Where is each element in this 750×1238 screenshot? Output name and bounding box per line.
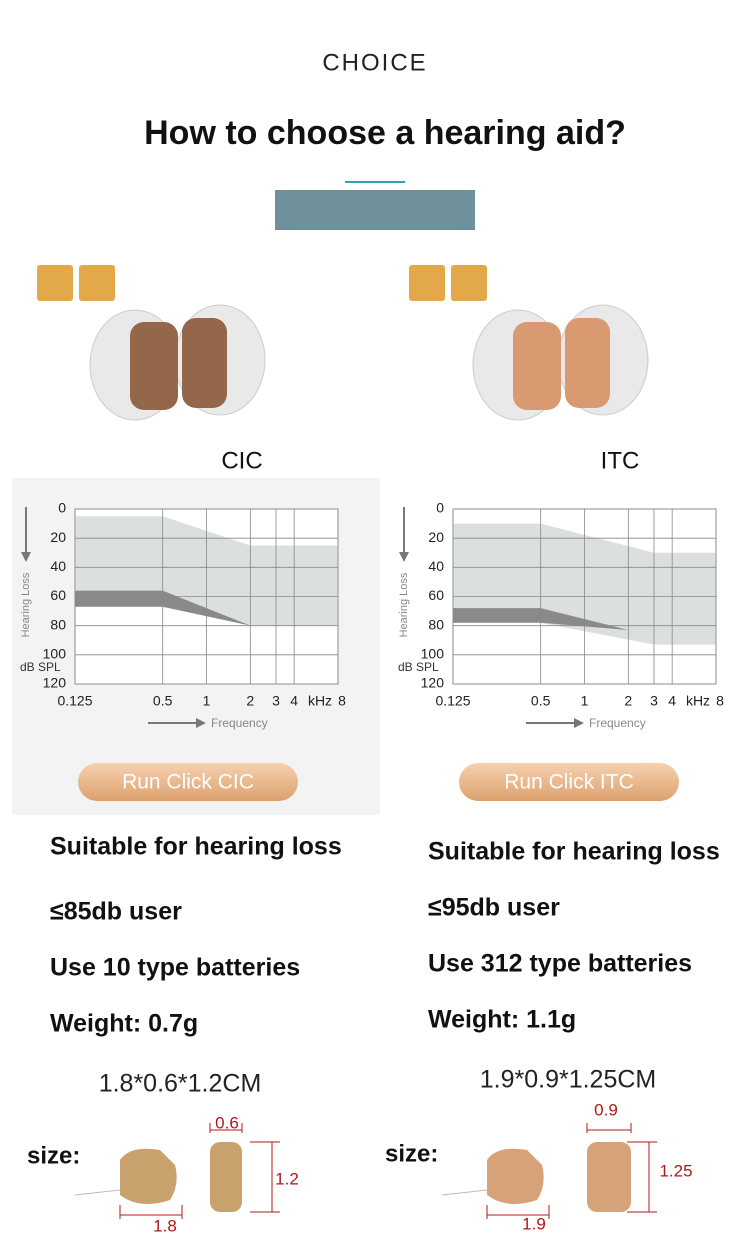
y-tick-label: 80 xyxy=(428,616,444,632)
dim-line xyxy=(250,1141,280,1213)
y-tick-label: 40 xyxy=(50,558,66,574)
spec-line: Weight: 0.7g xyxy=(50,1010,198,1038)
spec-line: Suitable for hearing loss xyxy=(428,838,720,866)
x-unit: kHz xyxy=(308,693,332,709)
page-title: How to choose a hearing aid? xyxy=(144,114,626,152)
x-tick-label: 8 xyxy=(338,693,346,709)
size-label: size: xyxy=(27,1142,80,1169)
y-axis-label: Hearing Loss xyxy=(398,572,410,637)
dimensions: 1.8*0.6*1.2CM xyxy=(99,1070,262,1098)
y-tick-label: 80 xyxy=(50,616,66,632)
size-label: size: xyxy=(385,1140,438,1167)
x-tick-label: 4 xyxy=(668,693,676,709)
dim-line xyxy=(486,1205,550,1219)
x-tick-label: 1 xyxy=(203,693,211,709)
x-tick-label: 0.125 xyxy=(57,693,92,709)
core-range xyxy=(75,590,251,626)
y-tick-label: 100 xyxy=(43,646,67,662)
x-axis-label: Frequency xyxy=(589,716,646,730)
x-tick-label: 2 xyxy=(624,693,632,709)
device-body xyxy=(130,322,178,410)
x-unit: kHz xyxy=(686,693,710,709)
y-tick-label: 20 xyxy=(50,529,66,545)
feature-icon xyxy=(409,265,445,301)
device-side xyxy=(120,1148,177,1204)
dim-line xyxy=(586,1123,632,1133)
arrow-head xyxy=(574,718,584,728)
dim-line xyxy=(119,1205,183,1219)
x-tick-label: 2 xyxy=(246,693,254,709)
product-name: CIC xyxy=(221,447,262,474)
feature-icon xyxy=(37,265,73,301)
x-tick-label: 0.125 xyxy=(435,693,470,709)
x-tick-label: 3 xyxy=(272,693,280,709)
feature-icon xyxy=(451,265,487,301)
arrow-head xyxy=(399,552,409,562)
y-tick-label: 40 xyxy=(428,558,444,574)
y-unit: dB SPL xyxy=(20,660,61,674)
y-tick-label: 20 xyxy=(428,529,444,545)
device-body xyxy=(182,318,227,408)
spec-line: Weight: 1.1g xyxy=(428,1006,576,1034)
measure-height: 1.25 xyxy=(659,1161,692,1180)
device-wire xyxy=(74,1189,121,1196)
banner-block xyxy=(275,190,475,230)
dim-line xyxy=(209,1123,243,1133)
x-axis-label: Frequency xyxy=(211,716,268,730)
spec-line: Suitable for hearing loss xyxy=(50,833,342,861)
y-tick-label: 0 xyxy=(58,500,66,516)
kicker: CHOICE xyxy=(322,49,427,76)
device-front xyxy=(587,1142,631,1212)
y-tick-label: 60 xyxy=(428,587,444,603)
y-tick-label: 100 xyxy=(421,646,445,662)
spec-line: ≤85db user xyxy=(50,898,182,926)
arrow-head xyxy=(196,718,206,728)
run-button[interactable] xyxy=(459,763,679,801)
dimensions: 1.9*0.9*1.25CM xyxy=(480,1066,657,1094)
feature-icon xyxy=(79,265,115,301)
product-name: ITC xyxy=(601,447,640,474)
run-button-label: Run Click CIC xyxy=(122,771,254,794)
measure-depth: 0.9 xyxy=(594,1100,618,1119)
measure-height: 1.2 xyxy=(275,1169,299,1188)
device-wire xyxy=(441,1189,488,1196)
y-axis-label: Hearing Loss xyxy=(20,572,32,637)
x-tick-label: 4 xyxy=(290,693,298,709)
y-tick-label: 120 xyxy=(43,675,67,691)
x-tick-label: 3 xyxy=(650,693,658,709)
device-body xyxy=(565,318,610,408)
arrow-head xyxy=(21,552,31,562)
spec-line: Use 10 type batteries xyxy=(50,954,300,982)
device-front xyxy=(210,1142,242,1212)
measure-length: 1.9 xyxy=(522,1214,546,1233)
x-tick-label: 8 xyxy=(716,693,724,709)
x-tick-label: 0.5 xyxy=(531,693,551,709)
x-tick-label: 1 xyxy=(581,693,589,709)
spec-line: ≤95db user xyxy=(428,894,560,922)
run-button-label: Run Click ITC xyxy=(504,771,634,794)
dim-line xyxy=(627,1141,657,1213)
y-unit: dB SPL xyxy=(398,660,439,674)
measure-depth: 0.6 xyxy=(215,1113,239,1132)
y-tick-label: 60 xyxy=(50,587,66,603)
device-side xyxy=(487,1148,544,1204)
spec-line: Use 312 type batteries xyxy=(428,950,692,978)
y-tick-label: 120 xyxy=(421,675,445,691)
measure-length: 1.8 xyxy=(153,1216,177,1235)
y-tick-label: 0 xyxy=(436,500,444,516)
device-body xyxy=(513,322,561,410)
run-button[interactable] xyxy=(78,763,298,801)
x-tick-label: 0.5 xyxy=(153,693,173,709)
